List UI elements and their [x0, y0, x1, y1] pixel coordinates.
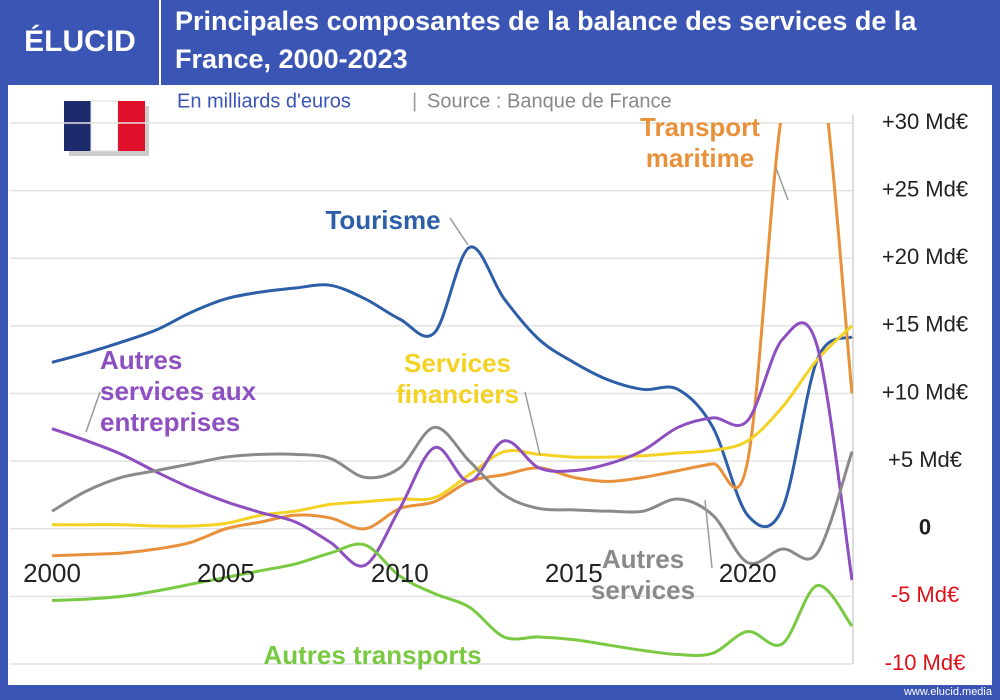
series-label: Autres services	[590, 544, 696, 605]
y-tick-label: +15 Md€	[882, 312, 968, 337]
y-tick-label: -10 Md€	[885, 650, 966, 675]
series-label: Tourisme	[325, 205, 441, 235]
y-tick-label: 0	[919, 515, 931, 540]
series-line	[51, 425, 853, 566]
y-tick-label: +30 Md€	[882, 109, 968, 134]
logo: ÉLUCID	[24, 24, 136, 58]
y-tick-label: -5 Md€	[891, 582, 959, 607]
series-line	[52, 324, 853, 528]
y-tick-label: +25 Md€	[882, 176, 968, 201]
source: Source : Banque de France	[427, 90, 672, 112]
series-line	[51, 321, 853, 581]
y-tick-label: +20 Md€	[882, 244, 968, 269]
subtitle: En milliards d'euros	[177, 90, 351, 112]
series-label: Transport maritime	[640, 112, 760, 173]
series-label: Autres services aux entreprises	[100, 345, 257, 437]
leaders	[85, 167, 789, 569]
series-line	[51, 542, 853, 657]
flag	[64, 100, 149, 156]
series-label: Services financiers	[396, 348, 519, 409]
series-line	[51, 245, 853, 529]
x-tick-label: 2010	[371, 558, 429, 588]
x-tick-label: 2020	[719, 558, 777, 588]
chart-title: Principales composantes de la balance de…	[175, 6, 917, 74]
y-tick-label: +10 Md€	[882, 379, 968, 404]
plot-background	[8, 85, 992, 685]
series-line	[51, 123, 853, 558]
footer: www.elucid.media	[903, 686, 993, 698]
series-label: Autres transports	[263, 640, 482, 670]
x-tick-label: 2015	[545, 558, 603, 588]
y-tick-label: +5 Md€	[888, 447, 962, 472]
x-tick-label: 2005	[197, 558, 255, 588]
separator: |	[412, 90, 417, 112]
x-tick-label: 2000	[23, 558, 81, 588]
